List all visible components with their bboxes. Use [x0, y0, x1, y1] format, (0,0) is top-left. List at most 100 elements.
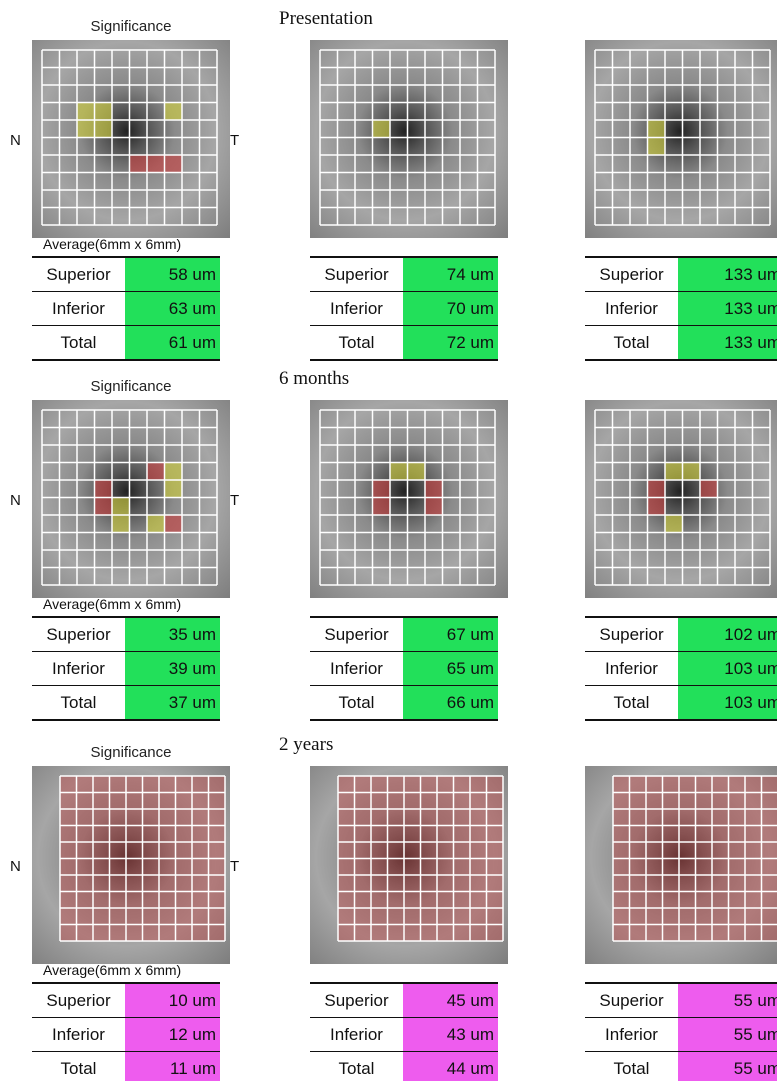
grid-cell [700, 480, 718, 498]
average-label: Average(6mm x 6mm) [43, 962, 181, 978]
grid-cell [147, 515, 165, 533]
grid-cell [95, 480, 113, 498]
grid-cell [648, 138, 666, 156]
grid-overlay [585, 40, 777, 238]
temporal-label: T [230, 858, 239, 875]
region-label: Inferior [32, 292, 125, 325]
grid-cell [77, 103, 95, 121]
region-label: Inferior [310, 1018, 403, 1051]
region-label: Total [310, 326, 403, 359]
thickness-value: 55 um [678, 1052, 777, 1081]
nasal-label: N [10, 132, 21, 149]
thickness-value: 103 um [678, 652, 777, 685]
region-label: Inferior [585, 652, 678, 685]
region-label: Total [585, 686, 678, 719]
thickness-value: 11 um [125, 1052, 220, 1081]
thickness-value: 65 um [403, 652, 498, 685]
grid-overlay [310, 400, 508, 598]
region-label: Inferior [585, 1018, 678, 1051]
region-label: Total [32, 326, 125, 359]
grid-overlay [32, 400, 230, 598]
region-label: Superior [32, 618, 125, 651]
temporal-label: T [230, 492, 239, 509]
region-label: Total [32, 1052, 125, 1081]
region-label: Total [585, 326, 678, 359]
thickness-value: 72 um [403, 326, 498, 359]
grid-overlay [310, 40, 508, 238]
retina-image [585, 766, 777, 964]
thickness-value: 55 um [678, 984, 777, 1017]
region-label: Inferior [585, 292, 678, 325]
thickness-value: 103 um [678, 686, 777, 719]
time-label: 2 years [279, 734, 333, 756]
retina-image [32, 400, 230, 598]
grid-cell [147, 155, 165, 173]
grid-overlay [32, 766, 230, 964]
region-label: Total [310, 1052, 403, 1081]
thickness-value: 133 um [678, 326, 777, 359]
grid-cell [648, 120, 666, 138]
grid-cell [665, 463, 683, 481]
nasal-label: N [10, 492, 21, 509]
region-label: Superior [585, 618, 678, 651]
retina-image [585, 40, 777, 238]
thickness-value: 12 um [125, 1018, 220, 1051]
grid-cell [683, 463, 701, 481]
significance-label: Significance [31, 378, 231, 395]
retina-image [310, 400, 508, 598]
grid-cell [425, 498, 443, 516]
grid-cell [112, 498, 130, 516]
grid-cell [373, 498, 391, 516]
thickness-value: 55 um [678, 1018, 777, 1051]
significance-label: Significance [31, 744, 231, 761]
grid-cell [147, 463, 165, 481]
retina-image [32, 40, 230, 238]
region-label: Superior [310, 984, 403, 1017]
grid-cell [130, 155, 148, 173]
average-label: Average(6mm x 6mm) [43, 596, 181, 612]
grid-cell [95, 120, 113, 138]
retina-image [310, 40, 508, 238]
region-label: Superior [310, 258, 403, 291]
region-label: Total [310, 686, 403, 719]
figure: SignificancePresentationNTAverage(6mm x … [0, 0, 777, 1081]
thickness-value: 70 um [403, 292, 498, 325]
grid-cell [648, 480, 666, 498]
grid-cell [165, 515, 183, 533]
region-label: Superior [32, 984, 125, 1017]
thickness-value: 102 um [678, 618, 777, 651]
region-label: Total [32, 686, 125, 719]
thickness-value: 61 um [125, 326, 220, 359]
grid-cell [77, 120, 95, 138]
grid-cell [165, 103, 183, 121]
time-label: 6 months [279, 368, 349, 390]
region-label: Superior [310, 618, 403, 651]
region-label: Total [585, 1052, 678, 1081]
retina-image [585, 400, 777, 598]
grid-cell [112, 515, 130, 533]
thickness-value: 45 um [403, 984, 498, 1017]
region-label: Superior [585, 258, 678, 291]
thickness-value: 74 um [403, 258, 498, 291]
